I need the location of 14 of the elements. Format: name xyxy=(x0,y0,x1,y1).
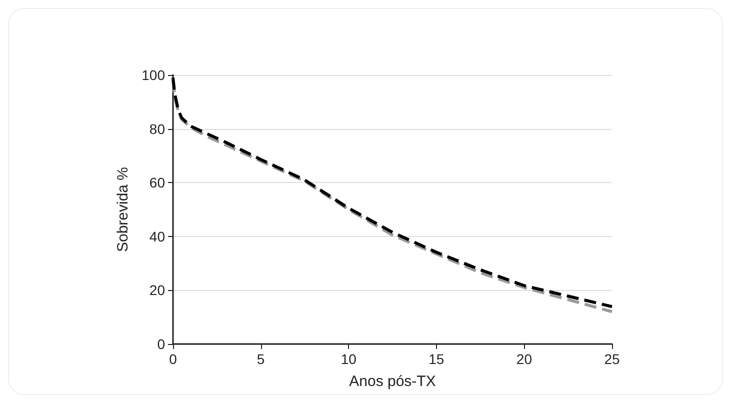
x-tick-label: 25 xyxy=(604,351,620,367)
x-tick-label: 15 xyxy=(428,351,444,367)
y-axis-title: Sobrevida % xyxy=(114,166,132,252)
x-tick-label: 20 xyxy=(516,351,532,367)
y-tick-label: 60 xyxy=(149,174,166,191)
x-tick-label: 0 xyxy=(169,351,178,367)
x-tick-label: 5 xyxy=(256,351,265,367)
y-tick-label: 40 xyxy=(149,228,166,244)
x-tick-label: 10 xyxy=(340,351,357,367)
y-tick-label: 100 xyxy=(142,67,166,83)
x-axis-title: Anos pós-TX xyxy=(349,373,436,390)
y-tick-label: 80 xyxy=(149,120,166,137)
y-tick-label: 20 xyxy=(149,282,166,298)
y-tick-label: 0 xyxy=(157,336,166,352)
